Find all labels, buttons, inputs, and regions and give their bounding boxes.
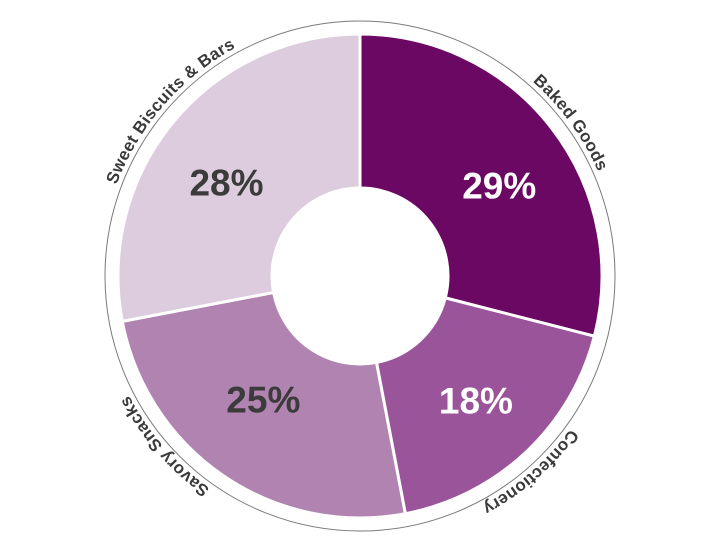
value-label-confectionery: 18% — [439, 380, 513, 421]
value-label-baked-goods: 29% — [462, 166, 536, 207]
value-label-sweet-biscuits-bars: 28% — [189, 162, 263, 203]
pie-slice-confectionery — [374, 296, 597, 516]
outer-ring — [104, 20, 616, 532]
value-label-savory-snacks: 25% — [226, 380, 300, 421]
pie-slice-baked-goods — [358, 32, 604, 339]
pie-slice-sweet-biscuits-bars — [116, 32, 362, 324]
pie-slice-savory-snacks — [120, 290, 408, 520]
